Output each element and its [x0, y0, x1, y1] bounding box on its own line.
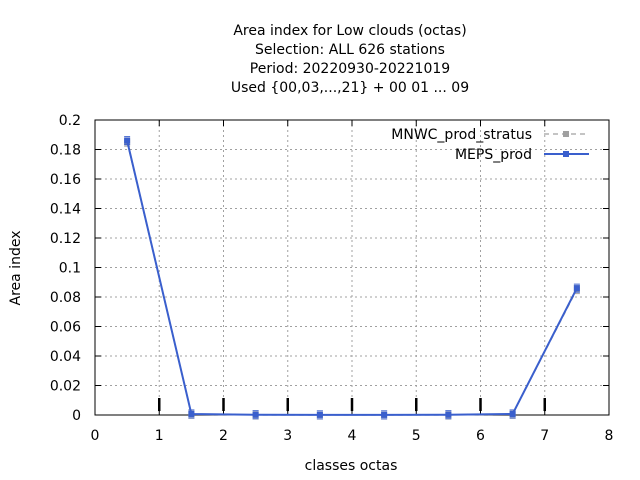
legend-marker [563, 131, 569, 137]
legend-label: MEPS_prod [455, 147, 532, 163]
legend: MNWC_prod_stratus MEPS_prod [391, 127, 589, 163]
series-line-MEPS_prod [126, 140, 578, 416]
data-point [252, 411, 259, 418]
x-tick-label: 5 [412, 428, 421, 444]
series-lines [124, 136, 580, 420]
legend-marker [563, 151, 569, 157]
y-tick-label: 0.12 [50, 231, 81, 247]
axis-ticks: 0 1 2 3 4 5 6 7 8 0 0.02 0.04 0.06 0.08 0.1 0.12 0.14 0.1… [50, 113, 614, 444]
y-tick-label: 0.14 [50, 202, 81, 218]
data-point [381, 411, 388, 418]
x-tick-label: 7 [540, 428, 549, 444]
x-tick-label: 6 [476, 428, 485, 444]
data-point [509, 410, 516, 417]
data-point [188, 410, 195, 417]
title-line: Used {00,03,...,21} + 00 01 ... 09 [231, 80, 469, 96]
x-tick-label: 0 [91, 428, 100, 444]
x-tick-label: 1 [155, 428, 164, 444]
data-point [316, 411, 323, 418]
y-tick-label: 0 [72, 408, 81, 424]
y-axis-label: Area index [8, 231, 24, 306]
y-tick-label: 0.06 [50, 320, 81, 336]
y-tick-label: 0.1 [59, 261, 81, 277]
series-line-MNWC_prod_stratus [126, 141, 578, 416]
x-tick-label: 4 [348, 428, 357, 444]
x-tick-label: 8 [605, 428, 614, 444]
x-tick-label: 2 [219, 428, 228, 444]
data-point [573, 285, 580, 292]
data-point [445, 411, 452, 418]
y-tick-label: 0.2 [59, 113, 81, 129]
y-tick-label: 0.02 [50, 379, 81, 395]
grid [95, 120, 609, 415]
y-tick-label: 0.04 [50, 349, 81, 365]
y-tick-label: 0.08 [50, 290, 81, 306]
title-line: Area index for Low clouds (octas) [233, 23, 466, 39]
y-tick-label: 0.16 [50, 172, 81, 188]
title-line: Period: 20220930-20221019 [250, 61, 450, 77]
x-axis-label: classes octas [305, 458, 398, 474]
chart-title: Area index for Low clouds (octas) Selecti… [231, 23, 469, 96]
y-tick-label: 0.18 [50, 143, 81, 159]
title-line: Selection: ALL 626 stations [255, 42, 445, 58]
legend-label: MNWC_prod_stratus [391, 127, 532, 143]
data-point [124, 137, 131, 144]
class-markers [158, 398, 546, 411]
x-tick-label: 3 [283, 428, 292, 444]
